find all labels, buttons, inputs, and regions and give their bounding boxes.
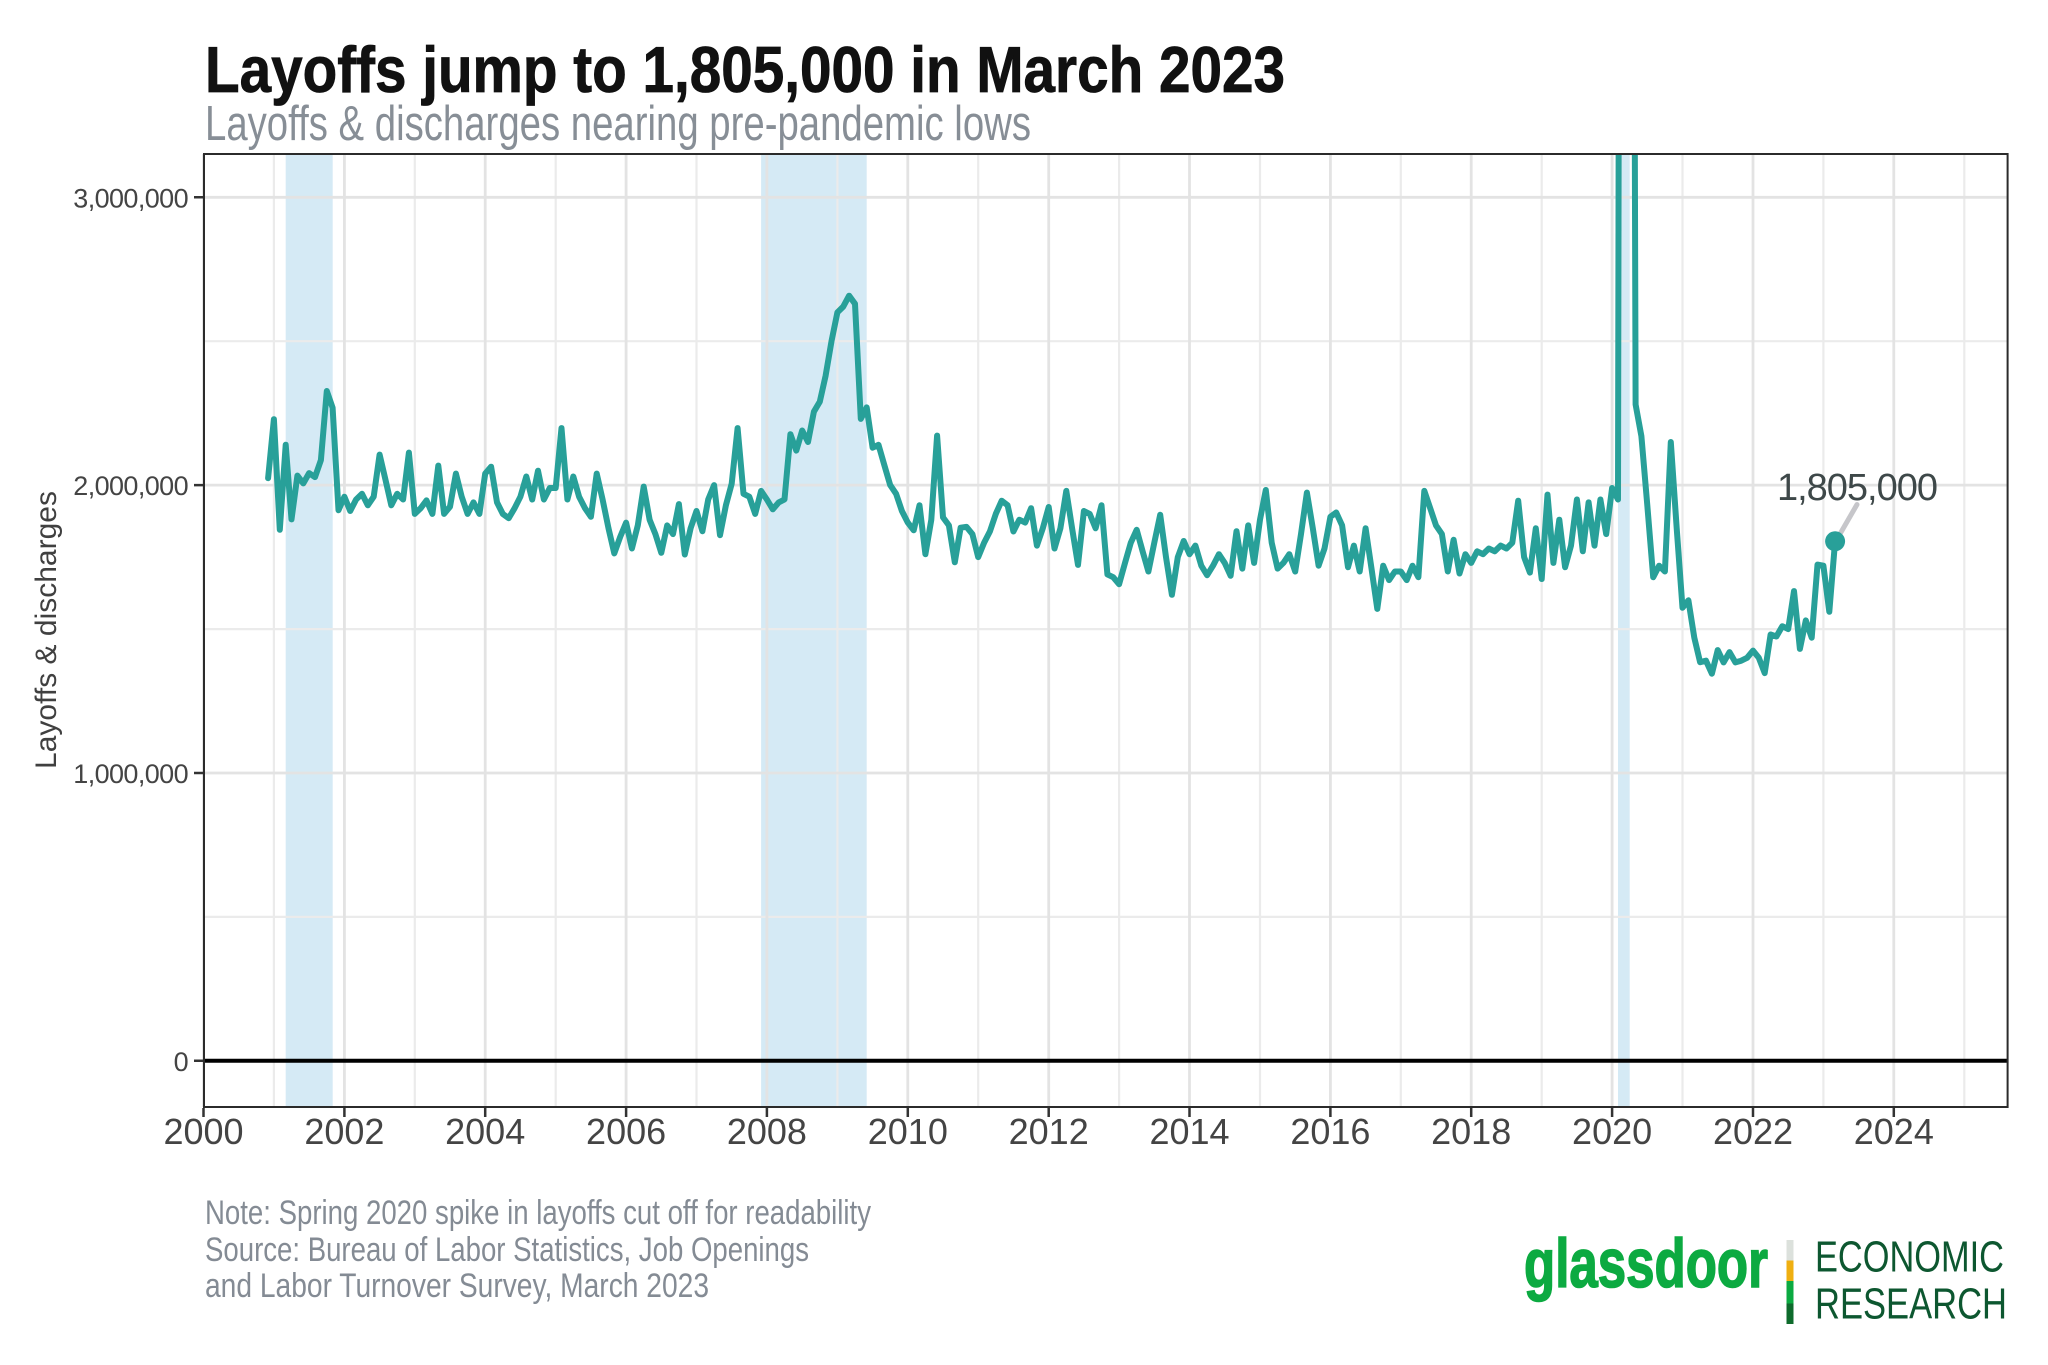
svg-text:Layoffs & discharges: Layoffs & discharges — [30, 491, 63, 769]
svg-text:1,805,000: 1,805,000 — [1777, 467, 1937, 509]
svg-text:glassdoor: glassdoor — [1524, 1225, 1768, 1302]
svg-text:3,000,000: 3,000,000 — [73, 183, 188, 213]
svg-text:2024: 2024 — [1854, 1111, 1934, 1152]
svg-text:and Labor Turnover Survey, Mar: and Labor Turnover Survey, March 2023 — [205, 1267, 709, 1305]
svg-text:2014: 2014 — [1149, 1111, 1229, 1152]
svg-text:2004: 2004 — [445, 1111, 525, 1152]
svg-text:0: 0 — [174, 1047, 188, 1077]
svg-text:2000: 2000 — [163, 1111, 243, 1152]
svg-text:2020: 2020 — [1572, 1111, 1652, 1152]
svg-text:2006: 2006 — [586, 1111, 666, 1152]
svg-text:2016: 2016 — [1290, 1111, 1370, 1152]
svg-text:2002: 2002 — [304, 1111, 384, 1152]
svg-text:2,000,000: 2,000,000 — [73, 471, 188, 501]
svg-text:Layoffs jump to 1,805,000 in M: Layoffs jump to 1,805,000 in March 2023 — [205, 33, 1285, 106]
svg-text:Note: Spring 2020 spike in lay: Note: Spring 2020 spike in layoffs cut o… — [205, 1194, 871, 1232]
svg-text:Layoffs & discharges nearing p: Layoffs & discharges nearing pre-pandemi… — [205, 97, 1031, 151]
svg-text:2008: 2008 — [727, 1111, 807, 1152]
svg-text:2012: 2012 — [1009, 1111, 1089, 1152]
svg-text:ECONOMIC: ECONOMIC — [1815, 1233, 2004, 1282]
svg-text:2018: 2018 — [1431, 1111, 1511, 1152]
svg-text:Source: Bureau of Labor Statis: Source: Bureau of Labor Statistics, Job … — [205, 1231, 809, 1269]
svg-text:RESEARCH: RESEARCH — [1815, 1280, 2007, 1329]
svg-text:2022: 2022 — [1713, 1111, 1793, 1152]
svg-text:1,000,000: 1,000,000 — [73, 759, 188, 789]
svg-text:2010: 2010 — [868, 1111, 948, 1152]
